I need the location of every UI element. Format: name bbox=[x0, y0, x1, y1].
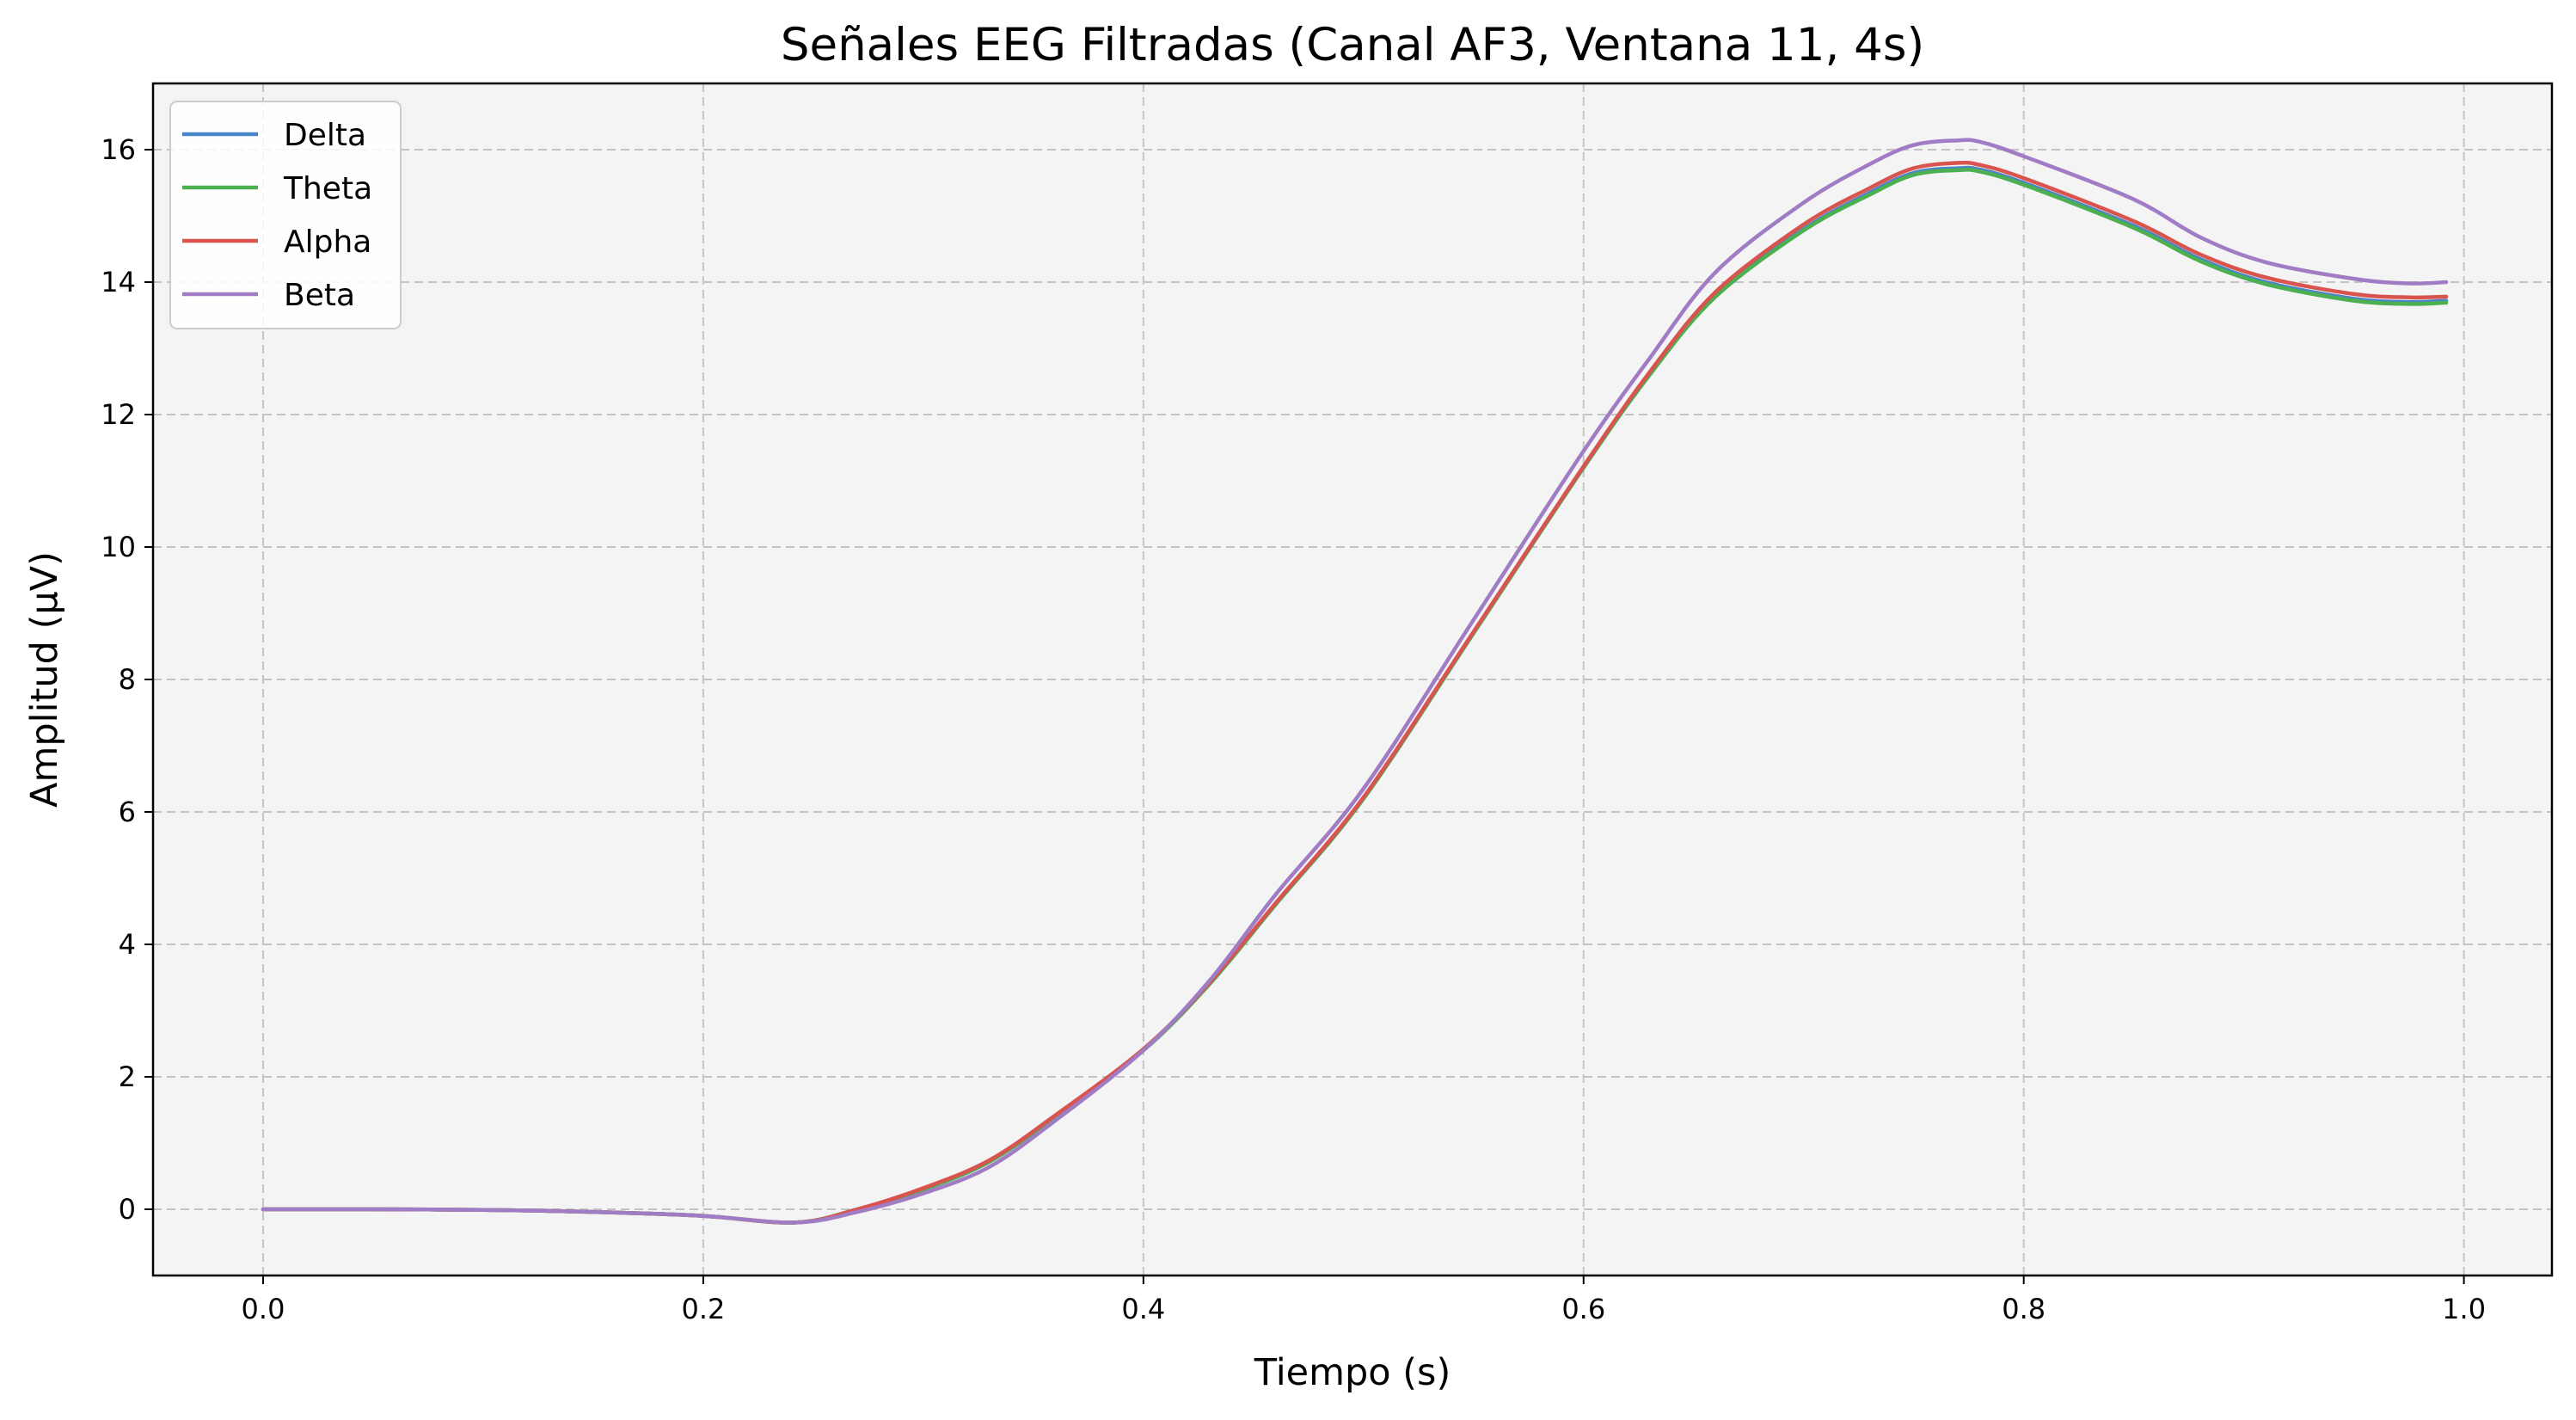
y-tick-label: 14 bbox=[101, 266, 136, 298]
y-tick-label: 8 bbox=[119, 663, 136, 696]
chart-title: Señales EEG Filtradas (Canal AF3, Ventan… bbox=[781, 19, 1924, 71]
legend-label-theta: Theta bbox=[283, 171, 372, 206]
legend: Delta Theta Alpha Beta bbox=[169, 101, 402, 329]
x-tick-label: 0.4 bbox=[1121, 1293, 1165, 1325]
y-axis-label: Amplitud (µV) bbox=[23, 551, 66, 808]
legend-label-delta: Delta bbox=[284, 118, 366, 153]
y-tick-label: 6 bbox=[119, 796, 136, 828]
x-tick-label: 0.0 bbox=[242, 1293, 285, 1325]
legend-label-beta: Beta bbox=[284, 278, 355, 313]
y-tick-label: 10 bbox=[101, 531, 136, 563]
y-tick-label: 2 bbox=[119, 1060, 136, 1093]
x-axis-label: Tiempo (s) bbox=[1254, 1351, 1451, 1394]
y-tick-label: 16 bbox=[101, 133, 136, 166]
grid-lines bbox=[153, 83, 2552, 1276]
y-tick-label: 12 bbox=[101, 398, 136, 431]
series-lines bbox=[261, 138, 2449, 1225]
x-tick-label: 0.8 bbox=[2002, 1293, 2045, 1325]
y-tick-label: 0 bbox=[119, 1193, 136, 1226]
axis-ticks: 0.0 0.2 0.4 0.6 0.8 1.0 0 2 4 6 8 10 12 14 16 bbox=[101, 133, 2486, 1325]
legend-box bbox=[169, 101, 402, 329]
series-line-beta bbox=[261, 138, 2449, 1225]
x-tick-label: 0.2 bbox=[681, 1293, 725, 1325]
x-tick-label: 1.0 bbox=[2442, 1293, 2486, 1325]
y-tick-label: 4 bbox=[119, 928, 136, 961]
x-tick-label: 0.6 bbox=[1561, 1293, 1605, 1325]
legend-label-alpha: Alpha bbox=[284, 224, 371, 260]
